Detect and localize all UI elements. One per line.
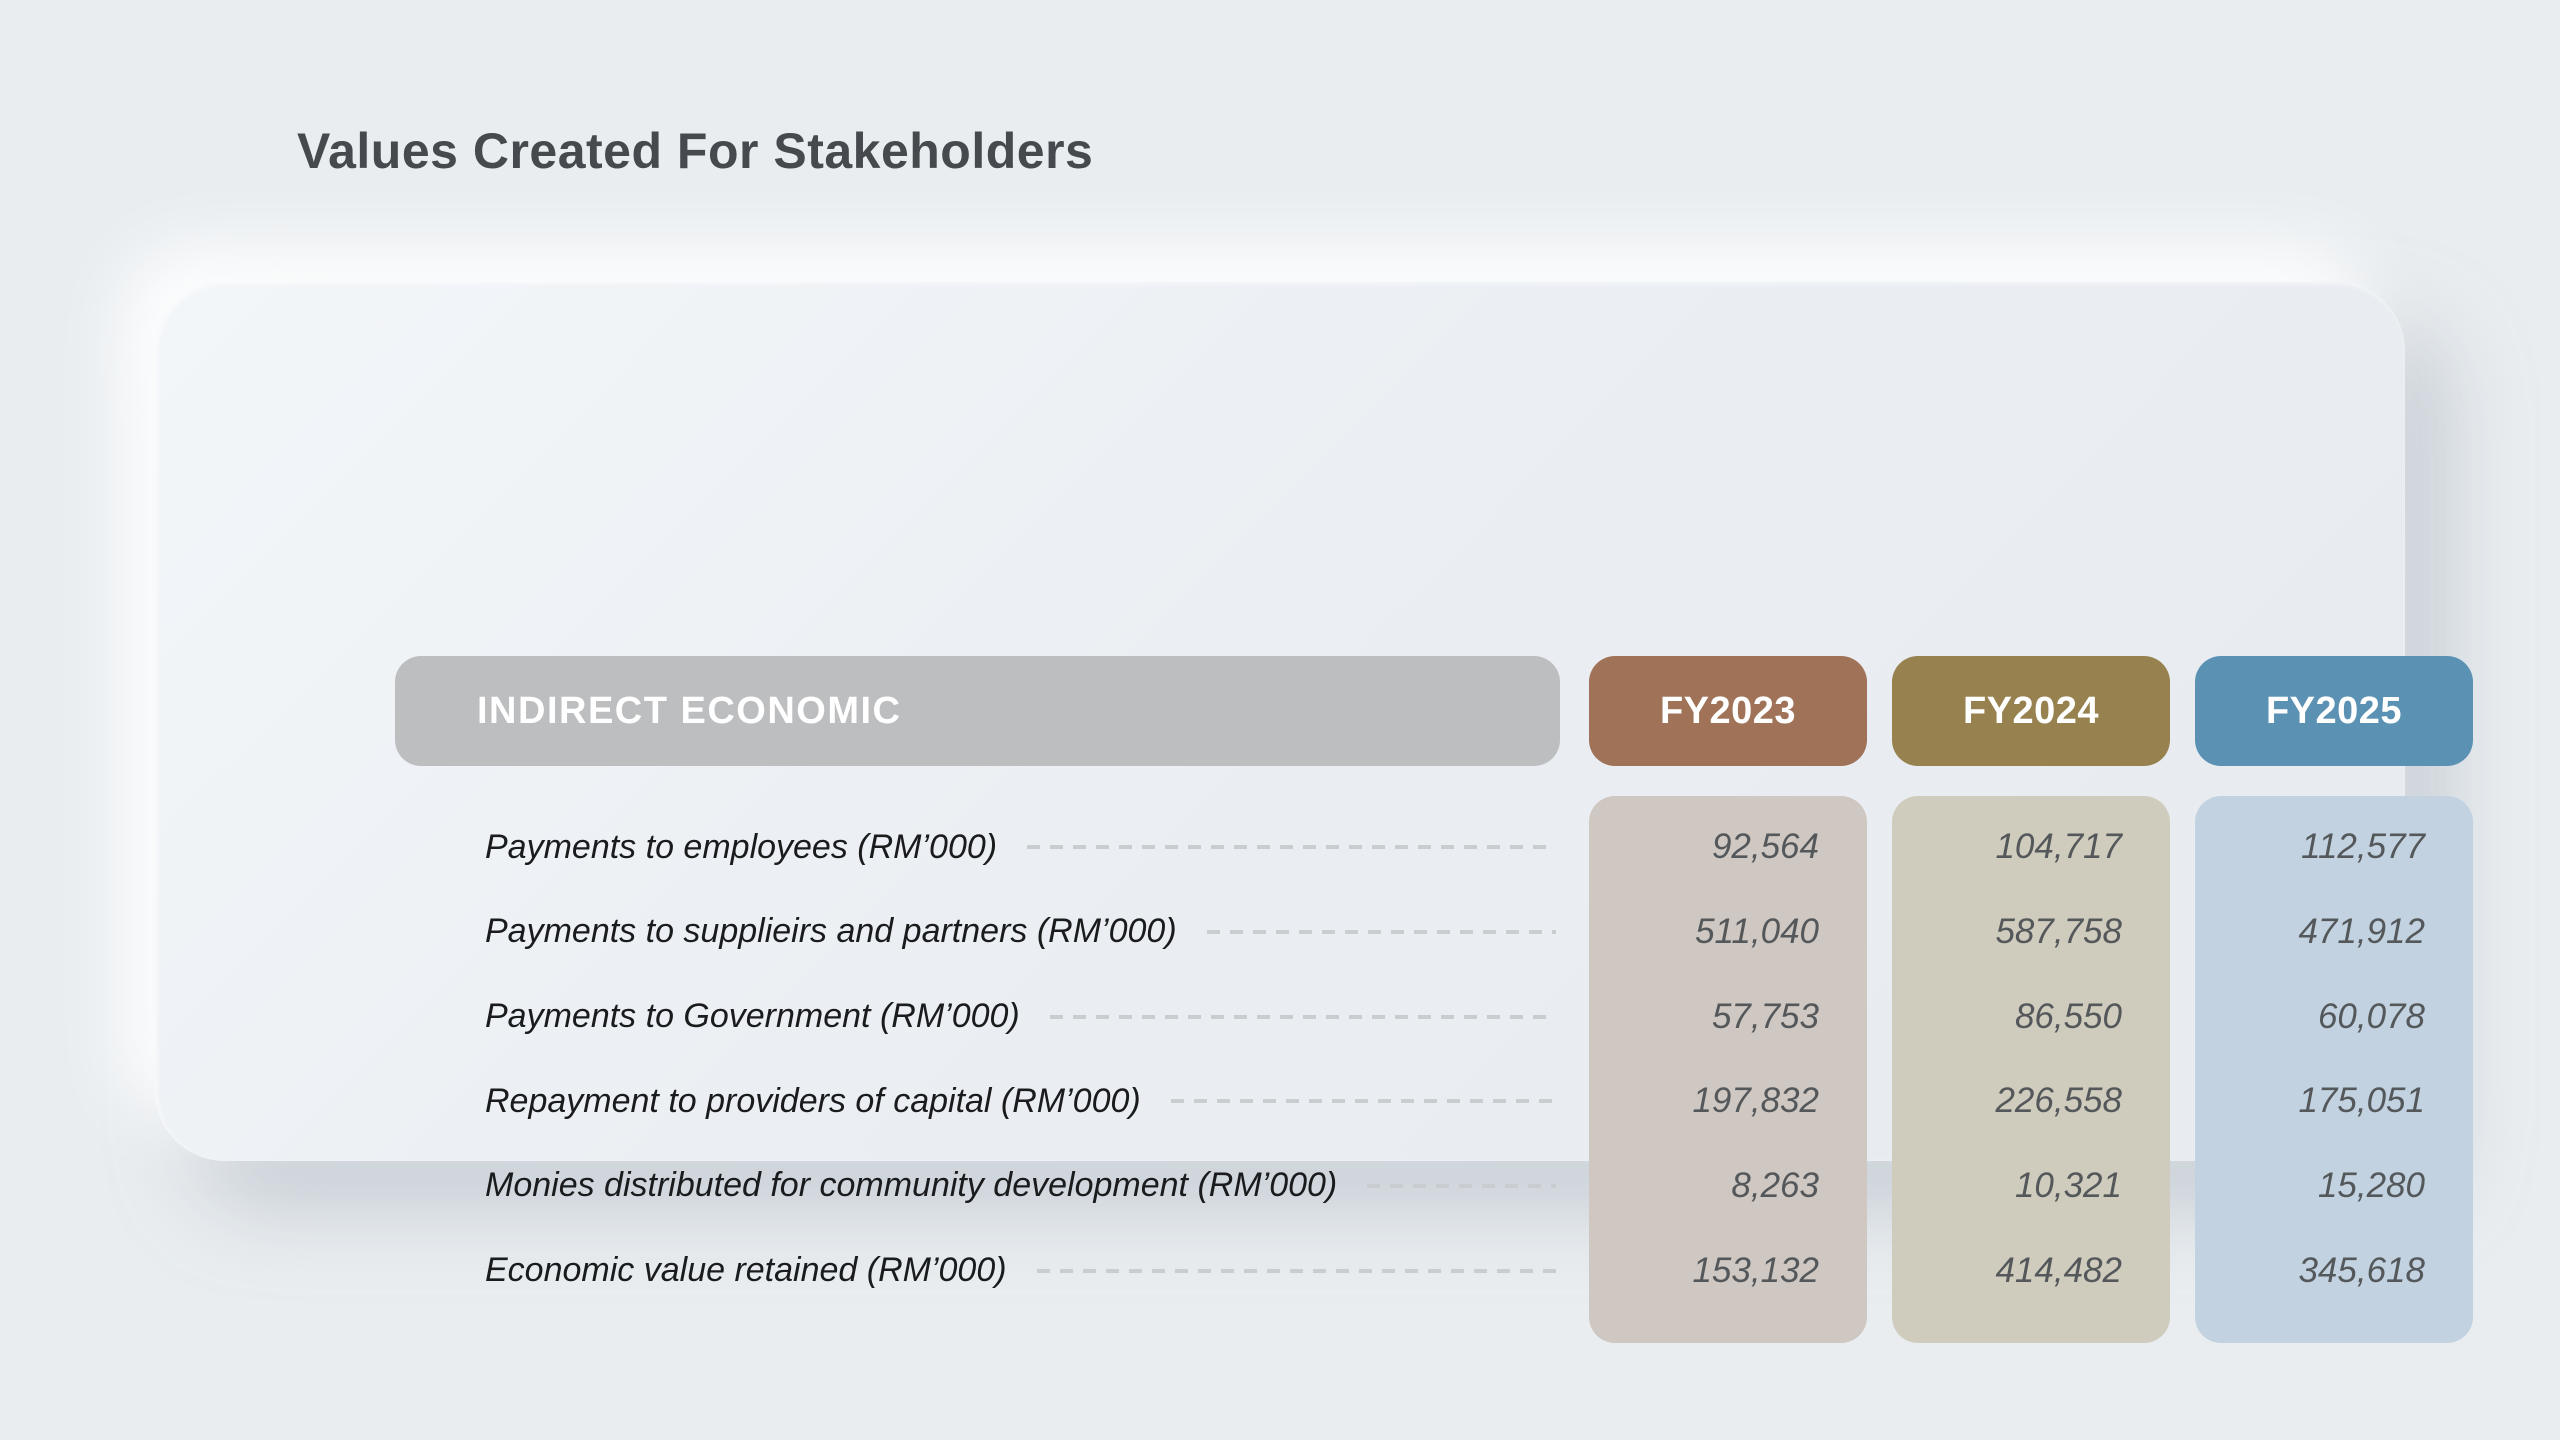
value-cell: 8,263 [1731,1165,1819,1205]
value-cell: 175,051 [2298,1081,2425,1121]
leader-line [1027,845,1556,850]
table-row: Payments to employees (RM’000) [485,805,1560,890]
value-cell: 471,912 [2298,911,2425,951]
table-row: Monies distributed for community develop… [485,1144,1560,1229]
value-cell: 92,564 [1711,827,1819,867]
value-cell: 57,753 [1711,996,1819,1036]
leader-line [1367,1183,1556,1188]
year-header-fy2025-label: FY2025 [2265,689,2403,732]
leader-line [1170,1099,1556,1104]
value-column-fy2025-values: 112,577 471,912 60,078 175,051 15,280 34… [2195,805,2473,1313]
row-label: Payments to Government (RM’000) [485,997,1020,1036]
leader-line [1036,1268,1556,1273]
category-header: INDIRECT ECONOMIC [395,656,1560,766]
value-column-fy2023-values: 92,564 511,040 57,753 197,832 8,263 153,… [1589,805,1867,1313]
value-cell: 86,550 [2014,996,2122,1036]
stakeholder-values-card: INDIRECT ECONOMIC FY2023 FY2024 FY2025 P… [155,281,2473,1343]
year-header-fy2023-label: FY2023 [1659,689,1797,732]
table-row: Economic value retained (RM’000) [485,1228,1560,1313]
row-label: Economic value retained (RM’000) [485,1251,1007,1290]
value-cell: 153,132 [1692,1250,1819,1290]
value-cell: 587,758 [1995,911,2122,951]
row-label: Repayment to providers of capital (RM’00… [485,1081,1141,1120]
leader-line [1049,1014,1556,1019]
page-title: Values Created For Stakeholders [297,123,1094,179]
value-cell: 104,717 [1995,827,2122,867]
year-header-fy2023: FY2023 [1589,656,1867,766]
value-column-fy2025: 112,577 471,912 60,078 175,051 15,280 34… [2195,796,2473,1343]
value-cell: 511,040 [1695,911,1819,951]
year-header-fy2024-label: FY2024 [1962,689,2100,732]
row-label: Monies distributed for community develop… [485,1166,1338,1205]
year-header-fy2024: FY2024 [1892,656,2170,766]
table-row: Payments to Government (RM’000) [485,974,1560,1059]
value-column-fy2023: 92,564 511,040 57,753 197,832 8,263 153,… [1589,796,1867,1343]
value-column-fy2024-values: 104,717 587,758 86,550 226,558 10,321 41… [1892,805,2170,1313]
value-column-fy2024: 104,717 587,758 86,550 226,558 10,321 41… [1892,796,2170,1343]
value-cell: 345,618 [2298,1250,2425,1290]
value-cell: 226,558 [1995,1081,2122,1121]
value-cell: 112,577 [2301,827,2425,867]
row-label: Payments to supplieirs and partners (RM’… [485,912,1177,951]
year-header-fy2025: FY2025 [2195,656,2473,766]
table-row: Payments to supplieirs and partners (RM’… [485,890,1560,975]
table-row: Repayment to providers of capital (RM’00… [485,1059,1560,1144]
value-cell: 10,321 [2014,1165,2122,1205]
value-cell: 414,482 [1995,1250,2122,1290]
row-labels: Payments to employees (RM’000) Payments … [485,805,1560,1313]
value-cell: 15,280 [2317,1165,2425,1205]
row-label: Payments to employees (RM’000) [485,827,998,866]
category-header-label: INDIRECT ECONOMIC [477,689,902,732]
value-cell: 60,078 [2317,996,2425,1036]
value-cell: 197,832 [1692,1081,1819,1121]
leader-line [1206,929,1556,934]
